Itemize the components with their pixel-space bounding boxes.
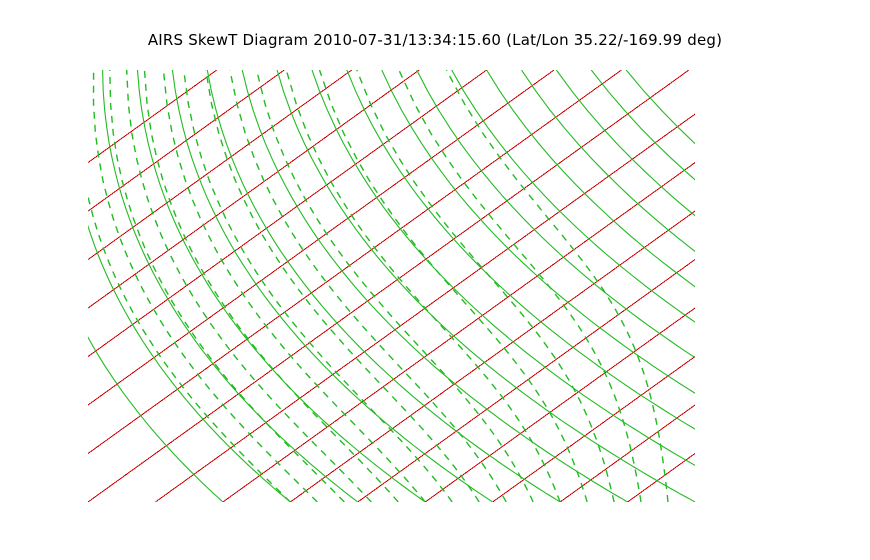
page-title: AIRS SkewT Diagram 2010-07-31/13:34:15.6… [147, 31, 723, 49]
